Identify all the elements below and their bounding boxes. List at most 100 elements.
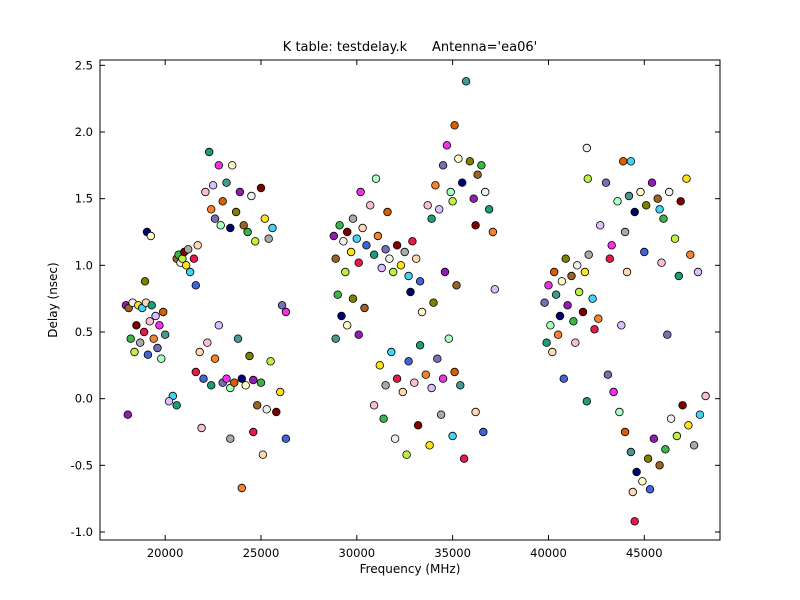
- data-point: [674, 271, 683, 281]
- data-point: [450, 121, 459, 130]
- data-point: [371, 174, 381, 183]
- data-point: [201, 187, 210, 197]
- data-point: [559, 374, 568, 383]
- data-point: [542, 338, 551, 347]
- data-point: [436, 410, 446, 419]
- data-point: [331, 334, 340, 343]
- data-point: [638, 477, 647, 486]
- data-point: [381, 381, 390, 390]
- data-point: [389, 267, 398, 277]
- data-point: [387, 347, 396, 357]
- data-point: [415, 277, 425, 286]
- data-point: [130, 347, 139, 357]
- x-axis-label: Frequency (MHz): [360, 562, 461, 576]
- data-point: [544, 281, 553, 290]
- data-point: [245, 351, 254, 361]
- data-point: [469, 194, 478, 203]
- data-point: [268, 223, 277, 233]
- data-point: [605, 254, 614, 263]
- data-point: [214, 161, 223, 170]
- data-point: [601, 178, 611, 187]
- data-point: [356, 187, 365, 197]
- data-point: [354, 330, 363, 339]
- data-point: [400, 247, 409, 257]
- data-point: [548, 347, 557, 357]
- data-point: [360, 303, 369, 313]
- data-point: [222, 178, 231, 187]
- data-point: [693, 267, 703, 277]
- data-point: [477, 161, 486, 170]
- data-point: [450, 367, 459, 377]
- data-point: [277, 301, 287, 310]
- data-point: [147, 301, 156, 310]
- ticks-layer: 20000 25000 30000 35000 40000 45000 -1.0 -0.5 0.…: [71, 58, 720, 560]
- data-point: [666, 414, 676, 423]
- data-point: [235, 187, 245, 197]
- x-tick-label: 35000: [434, 546, 471, 560]
- data-point: [431, 181, 440, 190]
- data-point: [226, 434, 235, 443]
- data-point: [149, 334, 158, 343]
- data-point: [123, 410, 132, 419]
- data-point: [210, 354, 220, 363]
- data-point: [237, 374, 246, 383]
- y-tick-label: 2.0: [75, 125, 93, 139]
- data-point: [603, 370, 613, 379]
- data-point: [659, 214, 668, 223]
- x-tick-label: 25000: [243, 546, 280, 560]
- data-point: [461, 77, 471, 86]
- data-point: [206, 205, 216, 214]
- data-point: [540, 298, 549, 307]
- y-tick-label: 2.5: [75, 58, 93, 72]
- data-point: [392, 241, 402, 250]
- data-point: [249, 375, 258, 385]
- data-point: [216, 221, 225, 230]
- data-point: [427, 214, 436, 223]
- data-point: [241, 381, 250, 390]
- data-point: [348, 294, 358, 303]
- data-point: [546, 321, 555, 330]
- data-point: [569, 317, 578, 326]
- data-point: [229, 378, 239, 387]
- x-tick-label: 30000: [339, 546, 376, 560]
- data-point: [417, 307, 427, 317]
- data-point: [452, 281, 461, 290]
- data-point: [172, 401, 181, 410]
- data-point: [337, 311, 346, 321]
- data-point: [231, 207, 241, 217]
- data-point: [471, 221, 480, 230]
- x-tick-label: 40000: [530, 546, 567, 560]
- data-point: [571, 338, 580, 347]
- data-point: [146, 231, 155, 241]
- axes-frame: [99, 59, 721, 541]
- data-point: [553, 330, 563, 339]
- data-point: [262, 405, 271, 414]
- data-point: [555, 311, 565, 321]
- data-point: [649, 434, 659, 443]
- data-point: [584, 250, 593, 259]
- data-point: [488, 227, 498, 237]
- data-point: [135, 338, 145, 347]
- data-point: [619, 157, 628, 166]
- data-point: [412, 254, 421, 263]
- y-tick-label: 1.5: [75, 192, 93, 206]
- data-point: [260, 214, 269, 223]
- data-point: [643, 454, 653, 463]
- data-point: [398, 387, 407, 397]
- data-point: [243, 227, 252, 237]
- data-point: [189, 254, 199, 263]
- data-point: [557, 277, 567, 286]
- data-point: [582, 397, 591, 406]
- data-point: [413, 421, 423, 430]
- data-point: [632, 467, 641, 477]
- data-point: [663, 330, 672, 339]
- data-point: [444, 334, 453, 343]
- data-point: [404, 271, 413, 281]
- data-point: [199, 374, 208, 383]
- data-point: [596, 221, 605, 230]
- data-point: [392, 374, 402, 383]
- data-point: [276, 387, 285, 397]
- data-point: [253, 401, 262, 410]
- data-point: [695, 410, 705, 419]
